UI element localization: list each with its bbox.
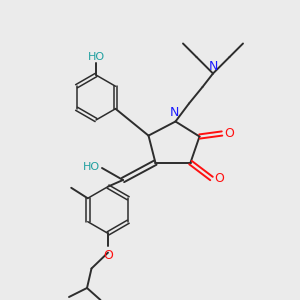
Text: HO: HO bbox=[87, 52, 105, 61]
Text: O: O bbox=[104, 249, 113, 262]
Text: O: O bbox=[214, 172, 224, 185]
Text: HO: HO bbox=[82, 162, 100, 172]
Text: O: O bbox=[224, 127, 234, 140]
Text: N: N bbox=[169, 106, 179, 119]
Text: N: N bbox=[208, 60, 218, 73]
